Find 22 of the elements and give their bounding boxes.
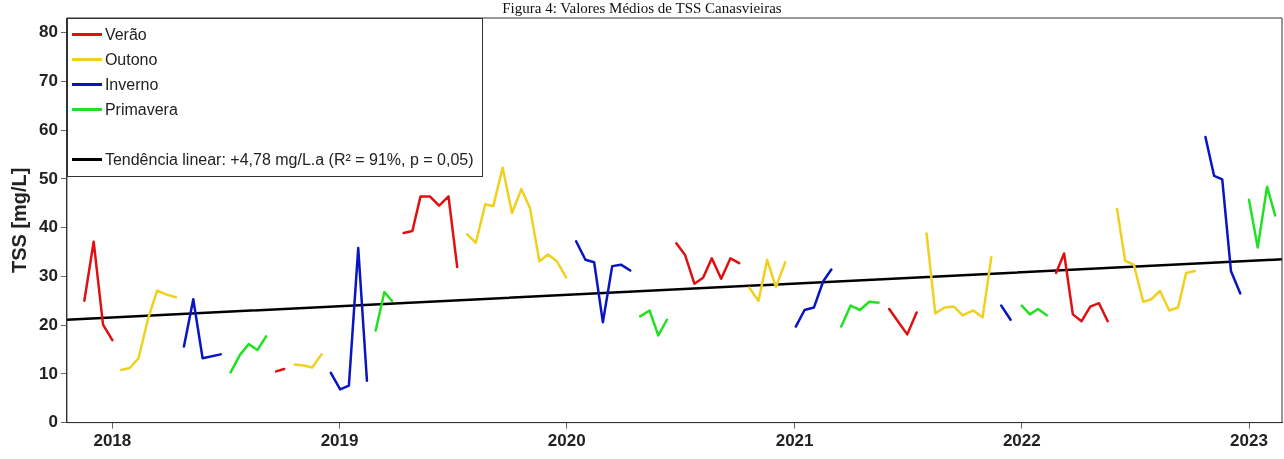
y-tick-label: 10 — [38, 363, 58, 383]
y-tick-label: 30 — [38, 266, 58, 286]
y-tick-label: 50 — [38, 168, 58, 188]
y-tick-label: 40 — [38, 217, 58, 237]
legend-label: Outono — [104, 50, 158, 69]
x-tick-label: 2020 — [547, 431, 586, 451]
x-tick-label: 2018 — [93, 431, 132, 451]
chart-title: Figura 4: Valores Médios de TSS Canasvieiras — [501, 0, 783, 17]
legend-label: Verão — [104, 25, 147, 44]
y-tick-label: 0 — [48, 412, 58, 432]
y-axis-title: TSS [mg/L] — [7, 167, 30, 274]
x-tick-label: 2023 — [1230, 431, 1268, 451]
legend-label: Inverno — [104, 75, 159, 94]
x-tick-label: 2019 — [320, 431, 359, 451]
y-tick-label: 80 — [38, 22, 58, 42]
x-tick-label: 2022 — [1002, 431, 1041, 451]
y-tick-label: 60 — [38, 119, 58, 139]
y-tick-label: 20 — [38, 314, 58, 334]
x-tick-label: 2021 — [775, 431, 814, 451]
legend-label: Tendência linear: +4,78 mg/L.a (R² = 91%, p = 0,05) — [104, 150, 474, 169]
legend-label: Primavera — [104, 100, 178, 119]
y-tick-label: 70 — [38, 71, 58, 91]
